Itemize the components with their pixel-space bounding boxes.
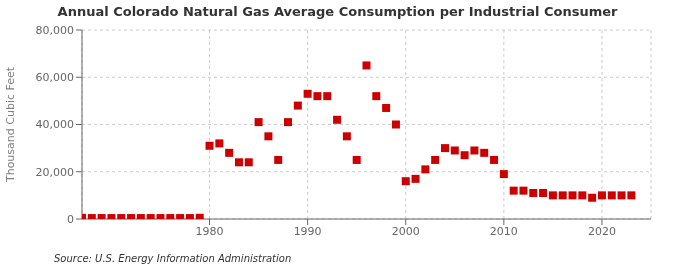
svg-text:2020: 2020 xyxy=(588,225,616,238)
svg-text:20,000: 20,000 xyxy=(36,166,75,179)
svg-text:60,000: 60,000 xyxy=(36,71,75,84)
svg-text:2010: 2010 xyxy=(490,225,518,238)
svg-text:Thousand Cubic Feet: Thousand Cubic Feet xyxy=(8,66,17,183)
svg-text:40,000: 40,000 xyxy=(36,118,75,131)
svg-text:0: 0 xyxy=(67,213,74,226)
svg-text:1990: 1990 xyxy=(294,225,322,238)
svg-text:2000: 2000 xyxy=(392,225,420,238)
html-text:Annual Colorado Natural Gas Av: Annual Colorado Natural Gas Average Cons… xyxy=(57,4,618,19)
svg-text:80,000: 80,000 xyxy=(36,24,75,37)
html-text:Source: U.S. Energy Informatio: Source: U.S. Energy Information Administ… xyxy=(54,253,292,264)
svg-text:1980: 1980 xyxy=(196,225,224,238)
